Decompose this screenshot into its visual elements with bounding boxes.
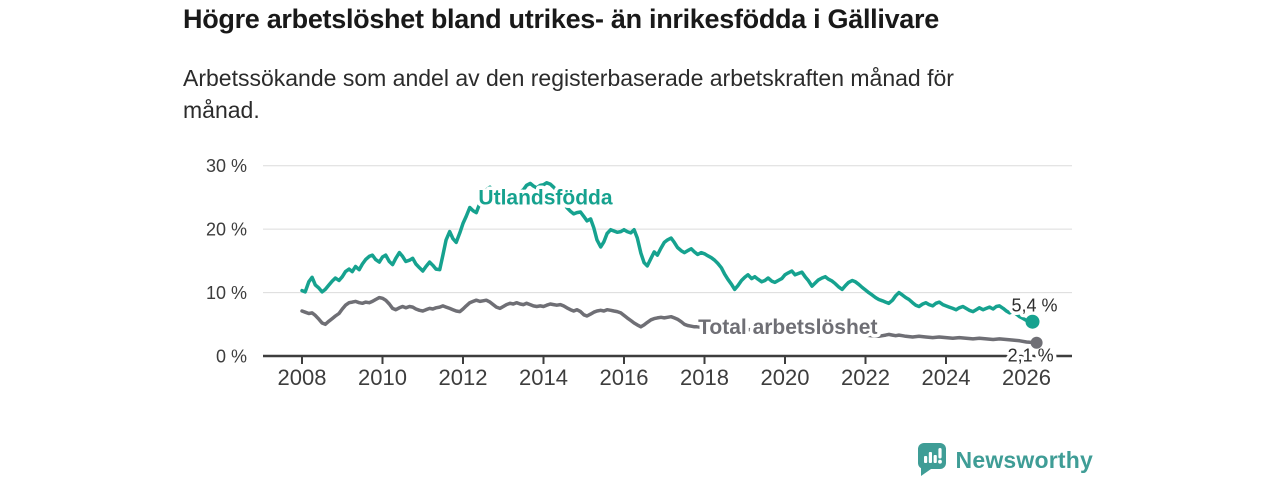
logo-bar-2 — [928, 452, 932, 463]
x-tick-label: 2016 — [600, 365, 649, 390]
x-tick-label: 2008 — [278, 365, 327, 390]
brand-footer: Newsworthy — [917, 443, 1093, 477]
chart-subtitle: Arbetssökande som andel av den registerb… — [183, 65, 954, 123]
end-value-label-0: 5,4 % — [1011, 296, 1057, 316]
x-tick-label: 2020 — [761, 365, 810, 390]
x-tick-label: 2012 — [439, 365, 488, 390]
series-inline-label-1: Total arbetslöshet — [698, 316, 877, 339]
logo-bubble-tail — [920, 464, 931, 476]
end-value-label-1: 2,1 % — [1008, 346, 1054, 366]
x-tick-label: 2010 — [358, 365, 407, 390]
x-tick-label: 2026 — [1002, 365, 1051, 390]
series-lines — [300, 181, 1039, 345]
x-tick-label: 2022 — [841, 365, 890, 390]
logo-exclamation-bar — [937, 448, 942, 459]
logo-exclamation-dot — [937, 459, 942, 464]
newsworthy-logo-icon — [917, 443, 946, 476]
series-labels-and-annotations: Utlandsfödda 5,4 % Total arbetslöshet 2,1 % — [475, 183, 1061, 369]
gridlines — [263, 165, 1072, 294]
y-tick-label: 0 % — [216, 347, 247, 367]
x-tick-label: 2014 — [519, 365, 568, 390]
y-tick-label: 20 % — [206, 220, 247, 240]
logo-bar-3 — [933, 455, 937, 463]
series-inline-label-0: Utlandsfödda — [478, 186, 612, 209]
axes: 0 % 10 % 20 % 30 % 2008 2010 2012 2014 2016 2018 2… — [206, 156, 1072, 390]
x-tick-label: 2024 — [922, 365, 971, 390]
series-line-0 — [300, 181, 1035, 324]
logo-bar-1 — [923, 456, 927, 463]
series-end-dot-1 — [1030, 336, 1043, 349]
y-tick-label: 10 % — [206, 283, 247, 303]
series-line-1 — [300, 295, 1039, 345]
y-tick-label: 30 % — [206, 156, 247, 176]
brand-name: Newsworthy — [955, 446, 1093, 473]
page-title: Högre arbetslöshet bland utrikes- än inr… — [183, 4, 939, 34]
series-end-dot-0 — [1025, 314, 1040, 329]
x-tick-label: 2018 — [680, 365, 729, 390]
